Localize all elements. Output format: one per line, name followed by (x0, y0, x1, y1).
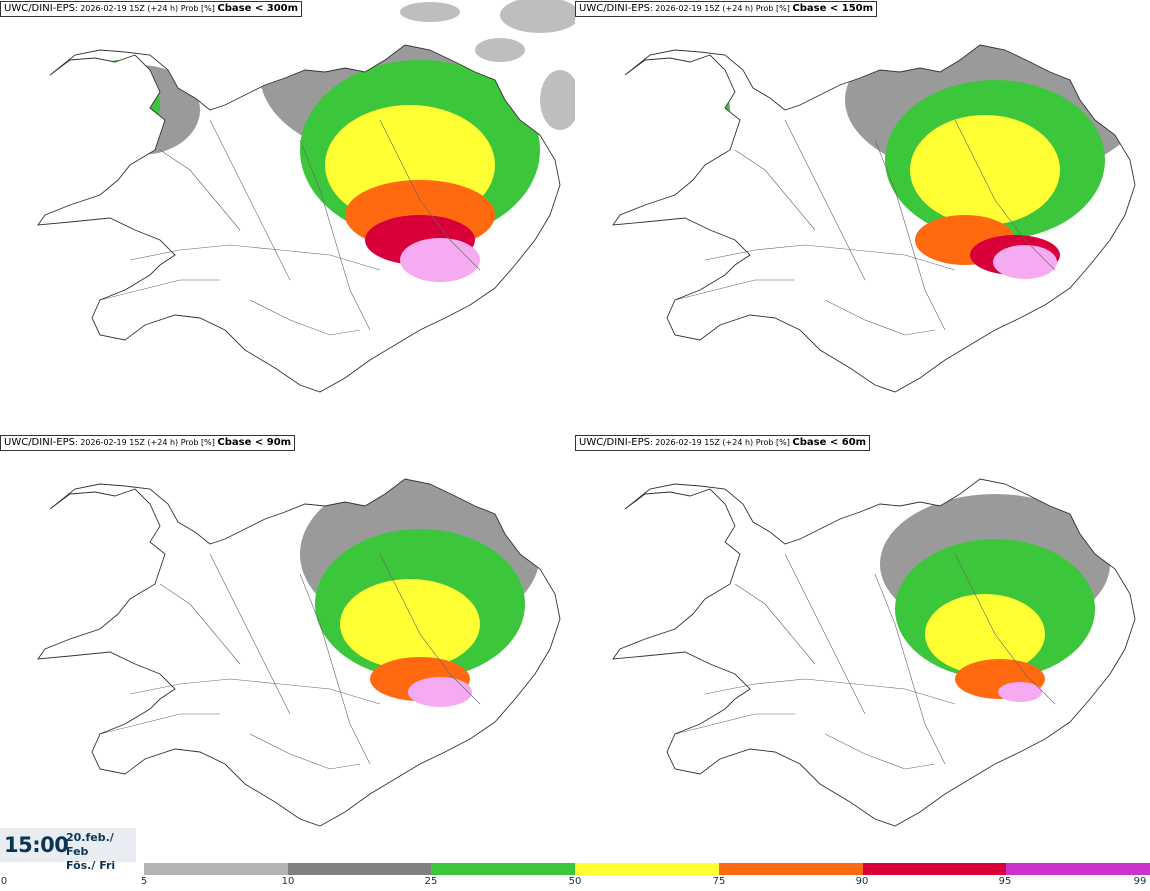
probability-field (80, 499, 140, 559)
boundary-line (874, 139, 946, 331)
colorbar-tick: 5 (140, 876, 148, 887)
colorbar-tick: 95 (998, 876, 1012, 887)
boundary-line (159, 149, 241, 231)
colorbar-tick-0: 0 (0, 876, 8, 887)
probability-field (408, 677, 472, 707)
probability-field-layer (660, 45, 1135, 279)
offshore-probability-patch (400, 2, 460, 22)
boundary-line (784, 119, 866, 281)
coastline (37, 478, 561, 827)
panel-title: UWC/DINI-EPS: 2026-02-19 15Z (+24 h) Pro… (0, 1, 303, 17)
boundary-line (379, 119, 481, 271)
boundary-line (209, 119, 291, 281)
coastline (612, 478, 1136, 827)
iceland-map (612, 44, 1136, 393)
colorbar-segment (431, 863, 576, 875)
coastline (37, 44, 561, 393)
probability-field (910, 115, 1060, 225)
valid-time-box: 15:00 20.feb./ Feb Fös./ Fri (0, 828, 136, 872)
colorbar-segment (287, 863, 432, 875)
boundary-line (784, 553, 866, 715)
panel-title: UWC/DINI-EPS: 2026-02-19 15Z (+24 h) Pro… (0, 435, 296, 451)
colorbar-tick: 99 (1133, 876, 1147, 887)
date-line-1: 20.feb./ Feb (66, 831, 114, 858)
boundary-line (379, 553, 481, 705)
valid-time: 15:00 (4, 833, 69, 857)
boundary-line (824, 299, 936, 336)
map-panel-300m: UWC/DINI-EPS: 2026-02-19 15Z (+24 h) Pro… (0, 0, 575, 430)
boundary-line (734, 149, 816, 231)
boundary-line (249, 733, 361, 770)
map-panel-60m: UWC/DINI-EPS: 2026-02-19 15Z (+24 h) Pro… (575, 434, 1150, 864)
boundary-line (129, 244, 381, 271)
colorbar-tick: 10 (281, 876, 295, 887)
boundary-line (954, 553, 1056, 705)
boundary-line (209, 553, 291, 715)
boundary-line (299, 573, 371, 765)
map-panel-150m: UWC/DINI-EPS: 2026-02-19 15Z (+24 h) Pro… (575, 0, 1150, 430)
colorbar-tick: 25 (424, 876, 438, 887)
boundary-line (704, 678, 956, 705)
probability-field-layer (80, 479, 540, 707)
iceland-map (612, 478, 1136, 827)
boundary-line (674, 713, 795, 735)
probability-field (80, 65, 200, 155)
boundary-line (159, 583, 241, 665)
panel-title: UWC/DINI-EPS: 2026-02-19 15Z (+24 h) Pro… (575, 1, 878, 17)
colorbar-tick: 50 (568, 876, 582, 887)
iceland-map (37, 478, 561, 827)
boundary-line (954, 119, 1056, 271)
probability-field (80, 60, 160, 150)
boundary-line (99, 279, 220, 301)
probability-field (340, 579, 480, 669)
probability-field (925, 594, 1045, 674)
probability-colorbar (144, 863, 1150, 875)
colorbar-segment (1006, 863, 1150, 875)
map-panel-90m: UWC/DINI-EPS: 2026-02-19 15Z (+24 h) Pro… (0, 434, 575, 864)
boundary-line (299, 139, 371, 331)
panel-title: UWC/DINI-EPS: 2026-02-19 15Z (+24 h) Pro… (575, 435, 871, 451)
colorbar-segment (144, 863, 288, 875)
offshore-probability-patch (475, 38, 525, 62)
offshore-probability-patch (500, 0, 575, 33)
colorbar-tick: 75 (712, 876, 726, 887)
valid-date: 20.feb./ Feb Fös./ Fri (66, 831, 136, 873)
colorbar-segment (718, 863, 863, 875)
boundary-line (824, 733, 936, 770)
iceland-map (37, 0, 575, 393)
probability-field-layer (650, 494, 1110, 702)
probability-field (660, 70, 730, 150)
boundary-line (249, 299, 361, 336)
probability-field (650, 494, 690, 544)
coastline (612, 44, 1136, 393)
boundary-line (129, 678, 381, 705)
boundary-line (99, 713, 220, 735)
boundary-line (734, 583, 816, 665)
colorbar-segment (862, 863, 1007, 875)
boundary-line (874, 573, 946, 765)
probability-field (998, 682, 1042, 702)
boundary-line (674, 279, 795, 301)
boundary-line (704, 244, 956, 271)
probability-field (400, 238, 480, 282)
offshore-probability-patch (540, 70, 575, 130)
probability-field (993, 245, 1057, 279)
colorbar-tick: 90 (855, 876, 869, 887)
colorbar-segment (575, 863, 719, 875)
date-line-2: Fös./ Fri (66, 859, 116, 872)
